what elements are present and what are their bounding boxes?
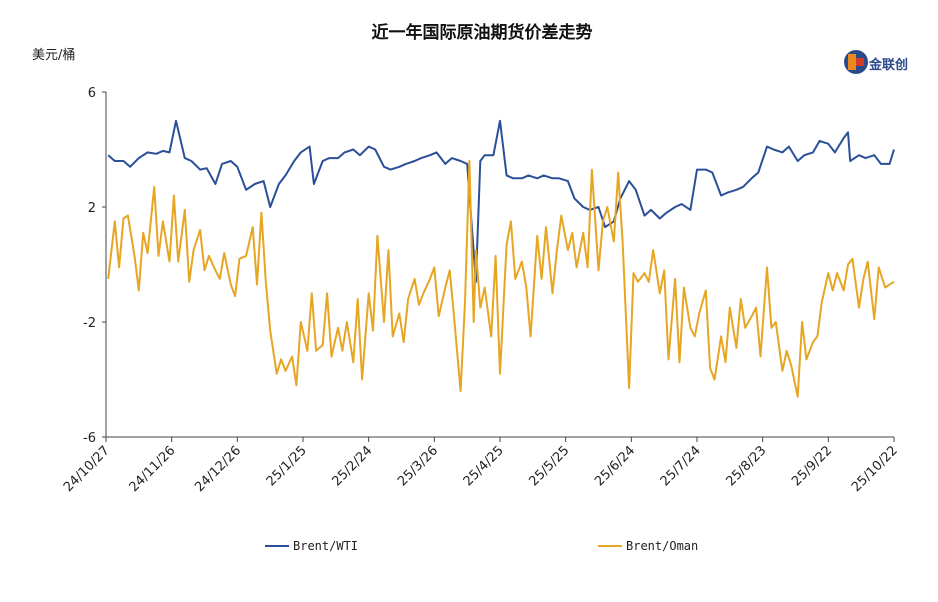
y-tick-label: -6 xyxy=(83,431,96,446)
logo-brand-text: 金联创 xyxy=(868,57,908,73)
series-line-brent-oman xyxy=(107,160,895,398)
x-axis-ticks: 24/10/27 24/11/26 24/12/26 25/1/25 25/2/24 25… xyxy=(61,437,901,495)
y-tick-label: 2 xyxy=(88,201,96,216)
x-tick-label: 25/8/23 xyxy=(723,443,769,489)
x-tick-label: 25/3/26 xyxy=(395,443,441,489)
y-tick-label: -2 xyxy=(83,316,96,331)
legend-item: Brent/WTI xyxy=(265,539,358,553)
legend-item: Brent/Oman xyxy=(598,539,698,553)
x-tick-label: 25/6/24 xyxy=(592,443,638,489)
x-tick-label: 25/2/24 xyxy=(329,443,375,489)
y-tick-label: 6 xyxy=(88,86,96,101)
y-axis-unit-label: 美元/桶 xyxy=(32,48,75,63)
x-tick-label: 24/10/27 xyxy=(61,443,113,495)
plot-series xyxy=(107,119,895,398)
axes xyxy=(105,92,894,438)
x-tick-label: 25/10/22 xyxy=(849,443,901,495)
x-tick-label: 25/9/22 xyxy=(789,443,835,489)
legend: Brent/WTI Brent/Oman xyxy=(265,539,698,553)
series-line-brent-wti xyxy=(107,119,895,283)
legend-label: Brent/WTI xyxy=(293,539,358,553)
x-tick-label: 25/1/25 xyxy=(264,443,310,489)
legend-label: Brent/Oman xyxy=(626,539,698,553)
x-tick-label: 24/12/26 xyxy=(192,443,244,495)
logo-mark-icon xyxy=(844,50,868,74)
brand-logo: 金联创 xyxy=(844,50,908,74)
chart-title: 近一年国际原油期货价差走势 xyxy=(372,22,593,43)
x-tick-label: 24/11/26 xyxy=(127,443,179,495)
y-axis-ticks: 6 2 -2 -6 xyxy=(83,86,106,446)
x-tick-label: 25/7/24 xyxy=(658,443,704,489)
x-tick-label: 25/4/25 xyxy=(461,443,507,489)
x-tick-label: 25/5/25 xyxy=(526,443,572,489)
